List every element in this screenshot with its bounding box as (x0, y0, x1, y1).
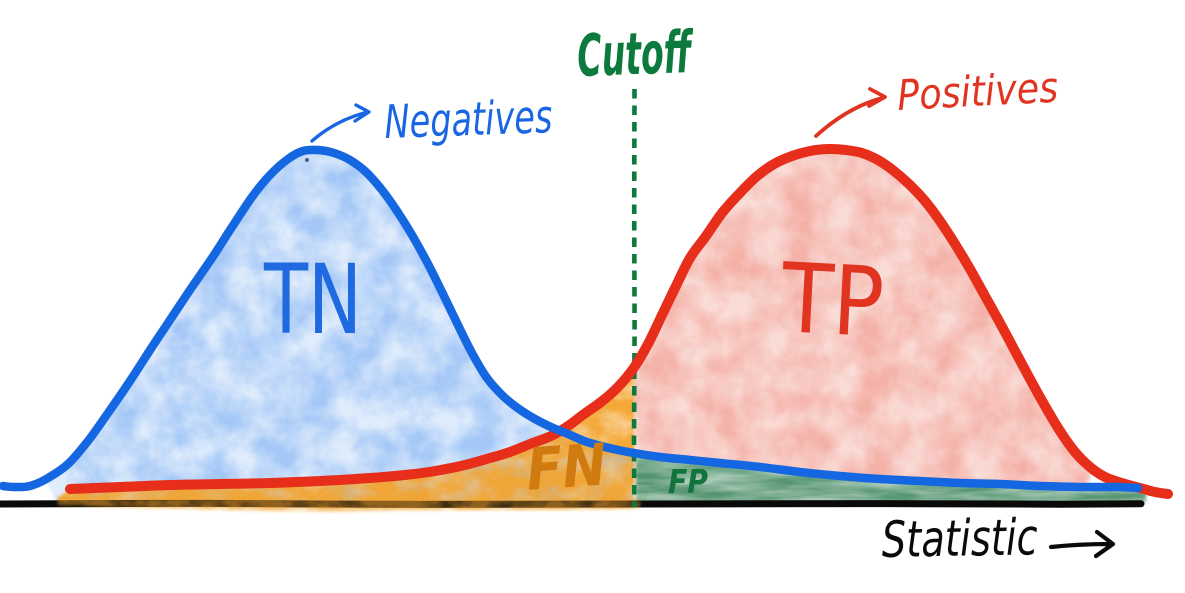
positives-arrow (814, 87, 887, 138)
cutoff-label: Cutoff (576, 18, 696, 90)
tp-fill-texture (633, 148, 1090, 487)
fn-fill-texture (58, 369, 634, 508)
tp-label: TP (778, 242, 887, 359)
pen-dot (305, 158, 309, 162)
fn-label: FN (524, 430, 609, 503)
x-axis-label: Statistic (881, 508, 1038, 569)
cutoff-line (631, 88, 637, 508)
negatives-curve (0, 145, 1143, 493)
fn-region-bleed (58, 499, 640, 512)
fp-fill-texture (634, 456, 1146, 503)
fn-region-fill (58, 369, 634, 508)
negatives-arrow (310, 103, 371, 143)
x-axis-arrow (1048, 529, 1116, 559)
positives-curve (65, 143, 1173, 499)
fn-bleed-texture (58, 499, 640, 512)
tn-region-fill (47, 149, 634, 501)
positives-label: Positives (896, 63, 1059, 120)
fp-region-fill (634, 456, 1146, 503)
tp-region-fill (633, 148, 1090, 487)
fp-label: FP (668, 462, 708, 501)
tn-fill-texture (47, 149, 634, 501)
negatives-label: Negatives (383, 89, 553, 149)
tn-label: TN (263, 244, 362, 356)
